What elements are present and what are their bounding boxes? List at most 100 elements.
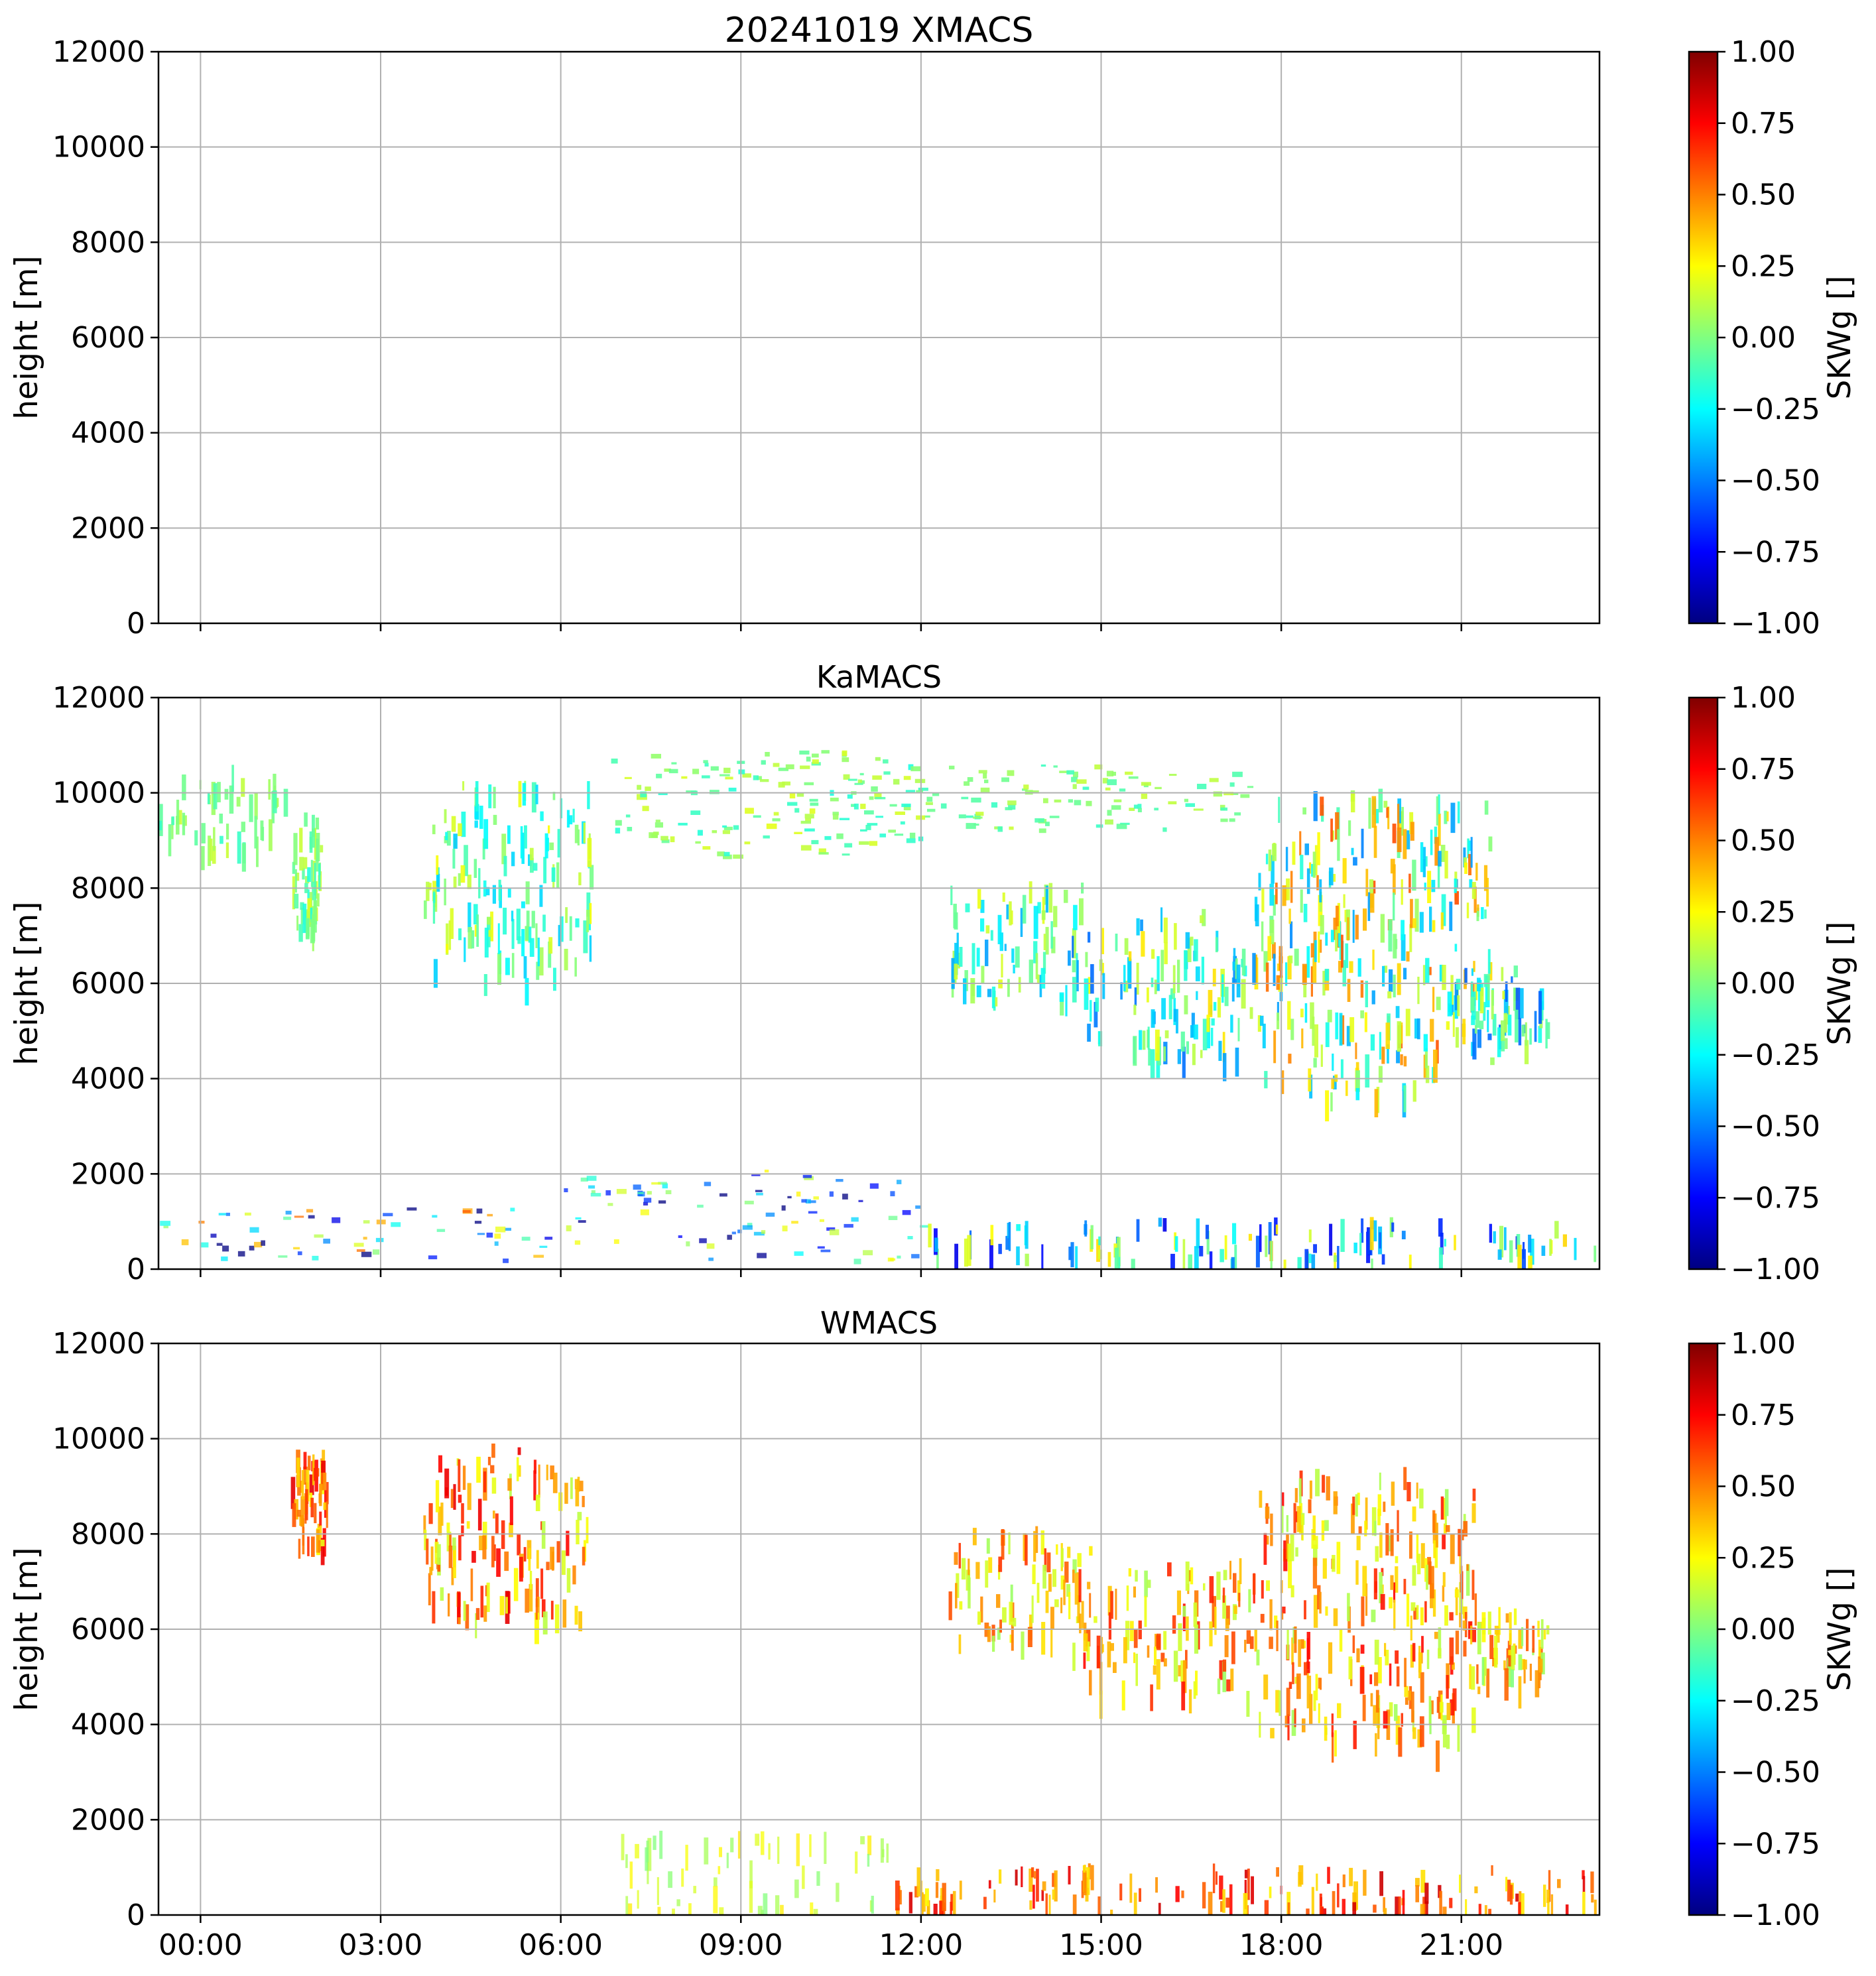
echo-cell [653, 832, 659, 835]
echo-cell [1384, 1642, 1387, 1656]
echo-cell [688, 1903, 692, 1915]
echo-cell [1402, 1890, 1405, 1915]
echo-cell [1444, 1515, 1447, 1527]
echo-cell [458, 928, 462, 940]
echo-cell [1515, 1645, 1517, 1654]
echo-cell [1263, 1674, 1269, 1699]
echo-cell [1375, 1733, 1377, 1757]
echo-cell [1374, 809, 1379, 824]
echo-cell [1337, 1883, 1340, 1908]
echo-cell [1547, 1897, 1550, 1915]
echo-cell [1438, 794, 1440, 814]
echo-cell [1274, 1615, 1278, 1629]
echo-cell [269, 819, 273, 851]
echo-cell [529, 938, 534, 957]
echo-cell [1195, 966, 1200, 981]
echo-cell [1336, 905, 1339, 926]
echo-cell [1540, 1652, 1545, 1675]
echo-cell [1254, 1629, 1257, 1652]
echo-cell [1123, 965, 1126, 991]
echo-cell [310, 859, 313, 887]
echo-cell [1333, 1608, 1338, 1627]
echo-cell [486, 1232, 493, 1238]
echo-cell [1261, 888, 1265, 912]
echo-cell [1232, 771, 1243, 777]
echo-cell [1294, 1676, 1298, 1684]
echo-cell [723, 767, 731, 774]
echo-cell [1168, 801, 1177, 804]
echo-cell [1213, 791, 1223, 797]
echo-cell [1367, 1227, 1371, 1255]
y-tick-label: 4000 [71, 1708, 145, 1742]
echo-cell [1176, 1009, 1178, 1034]
echo-cell [552, 1472, 558, 1493]
echo-cell [1478, 1904, 1481, 1915]
echo-cell [491, 1444, 495, 1458]
echo-cell [503, 855, 507, 877]
echo-cell [808, 1200, 816, 1204]
echo-cell [432, 1215, 438, 1218]
echo-cell [1021, 1866, 1023, 1887]
echo-cell [1521, 1024, 1525, 1037]
echo-cell [1432, 1589, 1436, 1617]
echo-cell [1367, 892, 1371, 921]
echo-cell [1302, 1718, 1306, 1733]
echo-cell [1452, 1012, 1455, 1037]
echo-cell [200, 1242, 209, 1248]
echo-cell [1353, 1243, 1357, 1253]
echo-cell [1094, 1002, 1098, 1028]
echo-cell [1333, 1491, 1338, 1514]
echo-cell [578, 1220, 586, 1223]
echo-cell [1151, 977, 1154, 987]
echo-cell [1042, 1881, 1046, 1891]
echo-cell [959, 1601, 963, 1610]
echo-cell [533, 1255, 544, 1258]
echo-cell [1320, 1906, 1324, 1915]
echo-cell [706, 1243, 715, 1249]
echo-cell [1285, 847, 1288, 871]
echo-cell [461, 1503, 464, 1524]
echo-cell [1352, 1497, 1355, 1515]
colorbar-tick-label: −1.00 [1731, 1253, 1820, 1286]
echo-cell [1314, 845, 1318, 875]
echo-cell [1301, 1028, 1304, 1048]
echo-cell [1317, 1585, 1321, 1610]
echo-cell [1175, 1886, 1180, 1902]
echo-cell [991, 1625, 995, 1642]
echo-cell [1298, 1639, 1302, 1667]
echo-cell [1229, 818, 1235, 822]
echo-cell [446, 1531, 452, 1552]
echo-cell [964, 781, 970, 786]
echo-cell [1486, 1668, 1490, 1698]
echo-cell [1444, 851, 1448, 879]
echo-cell [839, 818, 850, 820]
echo-cell [1224, 1235, 1227, 1260]
echo-cell [794, 1251, 804, 1256]
echo-cell [1273, 895, 1276, 916]
echo-cell [875, 816, 883, 818]
echo-cell [1168, 774, 1177, 776]
echo-cell [475, 781, 479, 812]
colorbar-tick-label: 0.00 [1731, 321, 1796, 355]
echo-cell [483, 1605, 487, 1622]
echo-cell [723, 854, 732, 859]
echo-cell [1467, 838, 1470, 859]
grid [158, 51, 1599, 624]
echo-cell [1306, 1908, 1310, 1915]
echo-cell [1083, 1873, 1087, 1896]
echo-cell [1543, 1884, 1546, 1907]
echo-cell [586, 1516, 589, 1544]
echo-cell [453, 1484, 456, 1510]
echo-cell [1331, 1078, 1334, 1089]
echo-cell [1114, 1247, 1119, 1269]
echo-cell [564, 948, 568, 971]
echo-cell [1377, 1657, 1382, 1684]
echo-cell [1424, 883, 1426, 891]
echo-cell [1241, 948, 1246, 976]
echo-cell [539, 1245, 548, 1248]
echo-cell [1382, 965, 1385, 987]
echo-cell [1267, 936, 1272, 961]
echo-cell [1390, 859, 1395, 874]
x-tick-label: 12:00 [879, 1928, 963, 1962]
echo-cell [307, 898, 312, 925]
